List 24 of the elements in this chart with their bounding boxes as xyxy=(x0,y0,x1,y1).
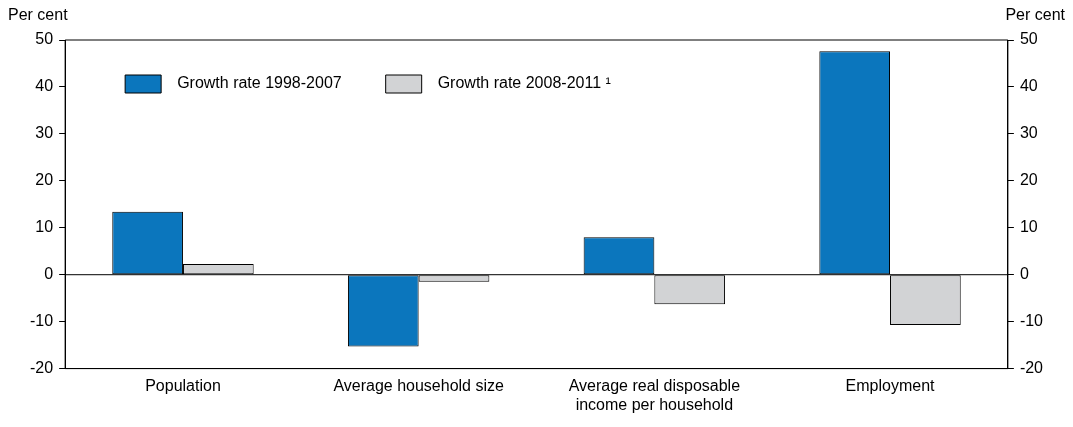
y-tick-label: 0 xyxy=(44,265,54,283)
y2-tick-label: 50 xyxy=(1019,30,1038,48)
y2-tick-label: 10 xyxy=(1019,218,1038,236)
x-tick-label: Population xyxy=(145,376,221,394)
y2-axis-title: Per cent xyxy=(1005,6,1066,24)
y-tick-label: 30 xyxy=(35,124,54,142)
x-tick-label: Average household size xyxy=(333,376,504,394)
x-tick-label: Average real disposable income per household xyxy=(568,376,741,413)
y-tick-label: -20 xyxy=(30,359,54,377)
y-tick-label: 40 xyxy=(35,77,54,95)
y-tick-label: 10 xyxy=(35,218,54,236)
y-tick-label: -10 xyxy=(30,312,54,330)
y2-tick-label: 20 xyxy=(1019,171,1038,189)
y2-tick-label: 40 xyxy=(1019,77,1038,95)
legend-label: Growth rate 2008-2011 ¹ xyxy=(437,74,611,92)
y-axis-title: Per cent xyxy=(8,6,69,24)
legend-label: Growth rate 1998-2007 xyxy=(177,74,342,92)
x-tick-label: Employment xyxy=(845,376,936,394)
y-tick-label: 20 xyxy=(35,171,54,189)
y2-tick-label: -20 xyxy=(1019,359,1044,377)
y-tick-label: 50 xyxy=(35,30,54,48)
y2-tick-label: -10 xyxy=(1019,312,1044,330)
y2-tick-label: 0 xyxy=(1019,265,1029,283)
y2-tick-label: 30 xyxy=(1019,124,1038,142)
